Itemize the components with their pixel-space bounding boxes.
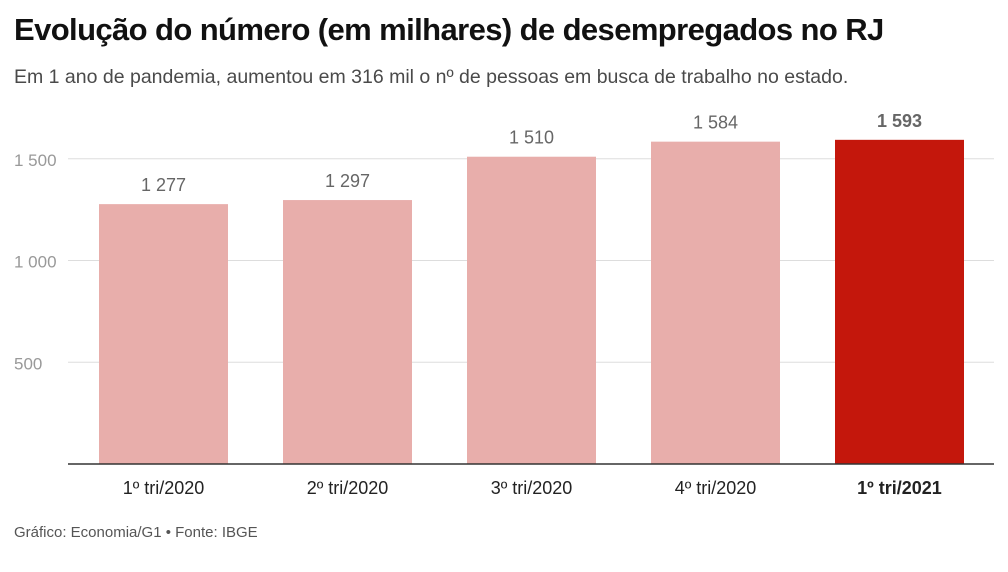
bar — [467, 156, 596, 464]
y-tick-label: 500 — [14, 354, 42, 373]
x-tick-labels: 1º tri/2020 2º tri/2020 3º tri/2020 4º tri/… — [123, 478, 942, 498]
bar — [651, 141, 780, 464]
bar-value-label: 1 584 — [693, 113, 738, 133]
y-tick-labels: 500 1 000 1 500 — [14, 151, 57, 374]
x-category-label: 2º tri/2020 — [307, 478, 389, 498]
source-note: Gráfico: Economia/G1 • Fonte: IBGE — [14, 524, 258, 541]
bar-value-label: 1 510 — [509, 128, 554, 148]
bars — [99, 139, 964, 465]
bar-value-label: 1 593 — [877, 111, 922, 131]
y-tick-label: 1 500 — [14, 151, 57, 170]
x-category-label: 1º tri/2021 — [857, 478, 942, 498]
x-category-label: 4º tri/2020 — [675, 478, 757, 498]
bar — [99, 204, 228, 464]
value-labels: 1 277 1 297 1 510 1 584 1 593 — [141, 111, 922, 195]
chart-title: Evolução do número (em milhares) de dese… — [14, 12, 884, 47]
bar-value-label: 1 297 — [325, 171, 370, 191]
y-tick-label: 1 000 — [14, 253, 57, 272]
chart-subtitle: Em 1 ano de pandemia, aumentou em 316 mi… — [14, 66, 849, 88]
bar — [835, 139, 964, 464]
x-category-label: 1º tri/2020 — [123, 478, 205, 498]
x-category-label: 3º tri/2020 — [491, 478, 573, 498]
bar — [283, 200, 412, 465]
bar-value-label: 1 277 — [141, 175, 186, 195]
